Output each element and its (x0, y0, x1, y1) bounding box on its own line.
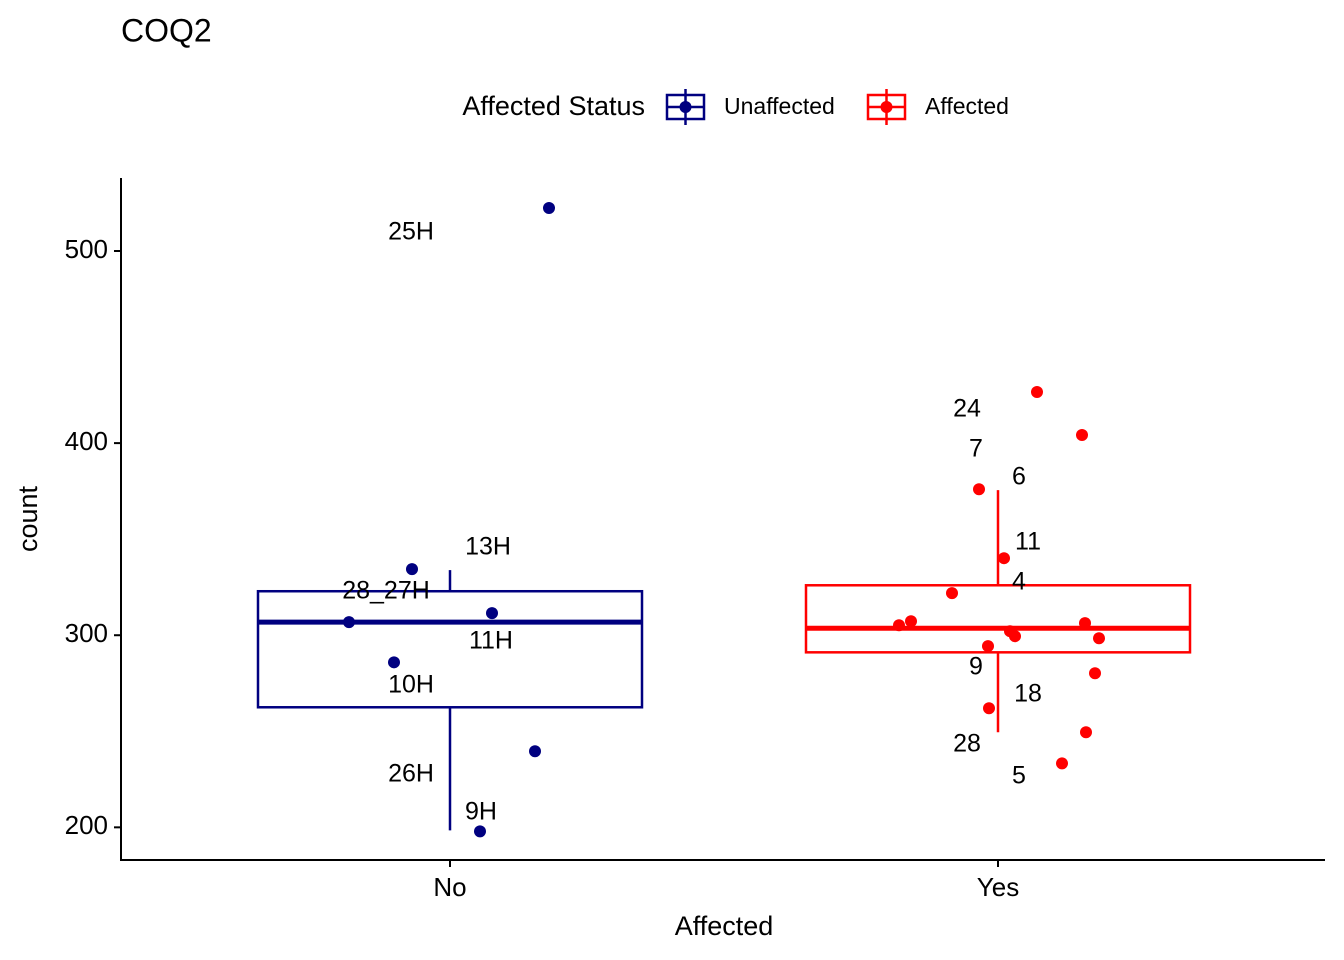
x-tick-label: Yes (977, 872, 1019, 902)
point-label: 26H (388, 760, 434, 788)
legend-label: Unaffected (724, 93, 835, 119)
point (486, 607, 498, 620)
point-label: 11H (469, 627, 513, 655)
point (982, 640, 994, 653)
point (343, 616, 355, 629)
legend-key (679, 101, 692, 113)
y-tick-label: 400 (65, 426, 108, 456)
point-label: 7 (969, 435, 983, 463)
point-label: 6 (1012, 463, 1026, 491)
point-label: 10H (388, 671, 434, 699)
y-tick-label: 200 (65, 810, 108, 840)
point (1076, 429, 1088, 442)
chart-title: COQ2 (121, 12, 212, 48)
legend-title: Affected Status (462, 91, 645, 121)
point (905, 615, 917, 628)
point (1079, 617, 1091, 630)
point-label: 4 (1012, 568, 1026, 596)
box (804, 584, 1192, 654)
point-label: 18 (1014, 680, 1042, 708)
point (998, 552, 1010, 565)
point (388, 656, 400, 669)
legend-key (880, 101, 893, 113)
x-axis-title: Affected (675, 911, 774, 941)
point (474, 825, 486, 838)
point-label: 28_27H (342, 577, 430, 605)
point-label: 11 (1015, 528, 1041, 556)
x-tick-label: No (433, 872, 466, 902)
y-tick-label: 300 (65, 618, 108, 648)
point (1056, 757, 1068, 770)
point-label: 9H (465, 798, 497, 826)
point (1009, 630, 1021, 643)
point (1080, 726, 1092, 739)
legend-label: Affected (925, 93, 1009, 119)
point (406, 563, 418, 576)
point (1089, 667, 1101, 680)
point-label: 24 (953, 395, 981, 423)
point (893, 619, 905, 632)
point (1031, 386, 1043, 399)
point-label: 28 (953, 730, 981, 758)
point (543, 201, 555, 214)
box (256, 589, 644, 709)
point (946, 587, 958, 600)
point-label: 25H (388, 218, 434, 246)
y-axis-title: count (13, 485, 43, 552)
y-tick-label: 500 (65, 234, 108, 264)
point (983, 702, 995, 715)
point-label: 9 (969, 653, 983, 681)
point (1093, 632, 1105, 645)
point (529, 745, 541, 758)
point-label: 13H (465, 533, 511, 561)
point (973, 483, 985, 496)
point-label: 5 (1012, 762, 1026, 790)
